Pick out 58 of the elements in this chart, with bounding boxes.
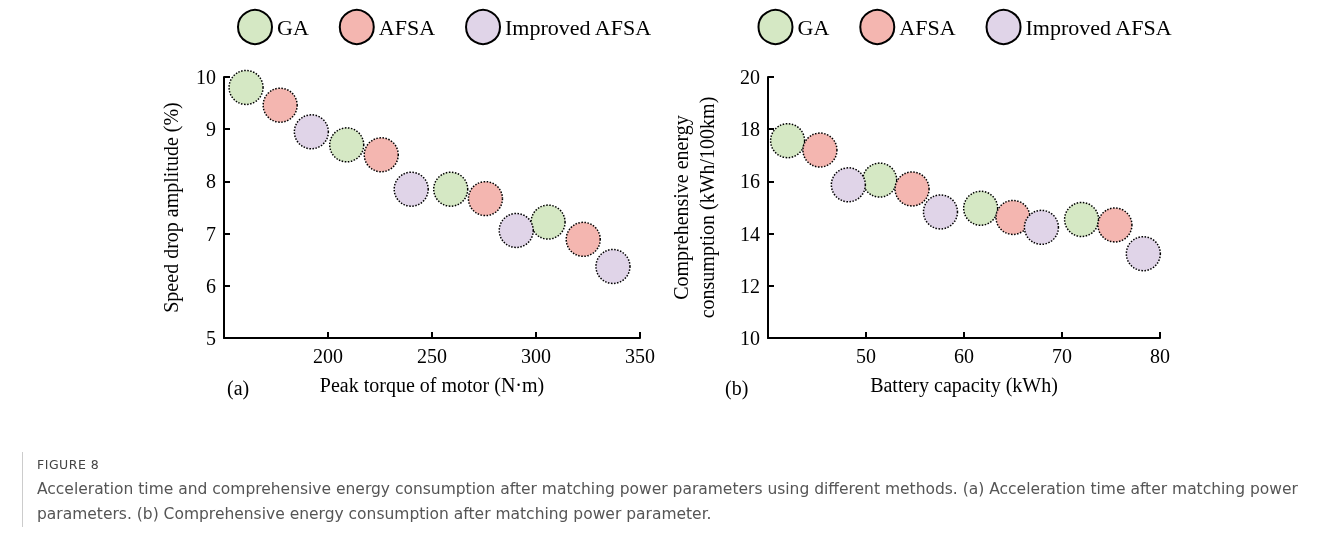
point <box>467 180 504 217</box>
y-tick-label: 16 <box>740 170 760 193</box>
x-axis-title: Battery capacity (kWh) <box>870 374 1058 397</box>
point <box>802 132 838 168</box>
point <box>363 137 399 173</box>
point <box>433 171 469 207</box>
point <box>329 127 365 163</box>
point <box>595 248 631 285</box>
point <box>830 167 867 203</box>
point <box>1063 201 1100 238</box>
point <box>262 87 298 123</box>
point <box>1023 209 1060 246</box>
x-tick-label: 50 <box>856 345 876 367</box>
legend-label: GA <box>797 14 830 40</box>
legend-label: Improved AFSA <box>505 14 652 40</box>
point <box>228 69 264 106</box>
y-tick-label: 20 <box>740 66 760 88</box>
y-tick-label: 14 <box>740 222 760 245</box>
x-tick-label: 250 <box>417 345 447 367</box>
point <box>293 114 330 150</box>
y-tick-label: 8 <box>206 170 216 193</box>
point <box>769 122 806 159</box>
legend-label: Improved AFSA <box>1025 14 1172 40</box>
x-tick-label: 200 <box>313 345 343 367</box>
y-tick-label: 18 <box>740 118 760 141</box>
x-tick-label: 70 <box>1052 345 1072 367</box>
legend-label: AFSA <box>378 14 436 40</box>
point <box>894 171 930 207</box>
x-tick-label: 60 <box>954 345 974 367</box>
point <box>530 204 566 240</box>
y-axis-title: Comprehensive energy consumption (kWh/100km) <box>670 96 719 319</box>
point <box>1097 207 1133 243</box>
point <box>565 221 601 258</box>
y-tick-label: 12 <box>740 274 760 297</box>
legend-label: GA <box>277 14 309 40</box>
point <box>995 199 1031 236</box>
point <box>962 190 999 227</box>
x-tick-label: 80 <box>1150 345 1170 367</box>
y-tick-label: 9 <box>206 118 216 141</box>
y-tick-label: 6 <box>206 274 216 297</box>
y-tick-label: 10 <box>196 66 216 88</box>
x-tick-label: 300 <box>521 345 551 367</box>
text: (a) <box>227 377 250 400</box>
point <box>393 171 429 207</box>
y-tick-label: 10 <box>740 327 760 349</box>
legend-label: AFSA <box>899 14 956 40</box>
text: (b) <box>725 377 749 400</box>
text: Acceleration time and comprehensive energy consumption after matching power parameters using different methods. (a) Acceleration time after matching power parameters. (b) Comprehensive energy consumption after matching power parameter. <box>37 479 1299 525</box>
point <box>922 194 959 230</box>
caption: FIGURE 8 <box>37 456 101 474</box>
point <box>498 212 534 249</box>
y-tick-label: 7 <box>206 222 216 245</box>
x-axis-title: Peak torque of motor (N·m) <box>319 374 545 397</box>
y-axis-title: Speed drop amplitude (%) <box>160 102 183 313</box>
x-tick-label: 350 <box>625 345 655 367</box>
point <box>862 162 898 198</box>
point <box>1125 235 1162 272</box>
y-tick-label: 5 <box>206 327 216 349</box>
